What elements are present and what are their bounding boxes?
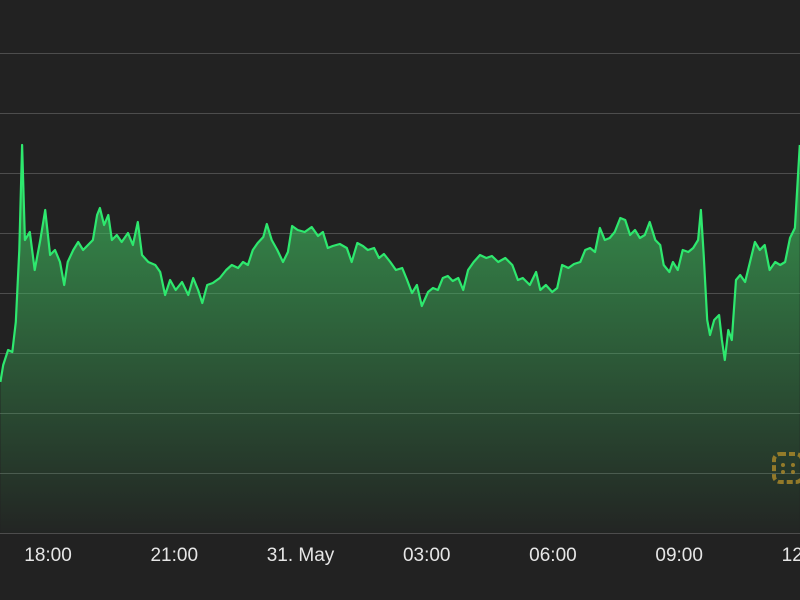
plot-area <box>0 143 800 533</box>
x-tick-label: 12:00 <box>782 545 800 566</box>
x-tick-label: 03:00 <box>403 545 451 566</box>
logo-dot <box>781 470 785 474</box>
logo-frame <box>772 452 800 484</box>
x-tick-label: 18:00 <box>24 545 72 566</box>
x-tick-label: 09:00 <box>655 545 703 566</box>
x-axis: 18:00 21:00 31. May 03:00 06:00 09:00 12:00 <box>24 545 800 566</box>
x-tick-label: 21:00 <box>150 545 198 566</box>
area-fill <box>0 145 800 533</box>
x-tick-label: 06:00 <box>529 545 577 566</box>
price-line <box>0 143 800 383</box>
logo-dot <box>781 463 785 467</box>
logo-dot <box>791 470 795 474</box>
logo-dot <box>791 463 795 467</box>
x-tick-label: 31. May <box>267 545 335 566</box>
watermark-logo <box>772 452 800 484</box>
